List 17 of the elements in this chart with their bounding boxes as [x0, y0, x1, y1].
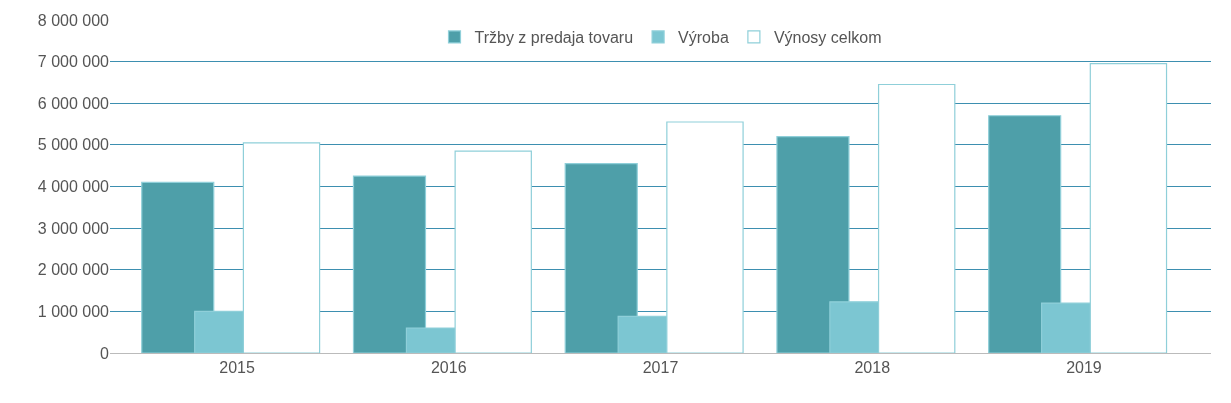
x-tick-label: 2017 — [642, 359, 679, 377]
y-tick-label: 0 — [100, 344, 110, 362]
y-tick-label: 2 000 000 — [37, 261, 110, 279]
y-tick-label: 4 000 000 — [37, 178, 110, 196]
x-tick-label: 2016 — [430, 359, 467, 377]
legend-label: Tržby z predaja tovaru — [474, 29, 634, 47]
y-tick-label: 5 000 000 — [37, 136, 110, 154]
y-tick-label: 7 000 000 — [37, 53, 110, 71]
x-tick-label: 2018 — [854, 359, 891, 377]
x-tick-label: 2015 — [219, 359, 255, 377]
y-tick-label: 8 000 000 — [37, 11, 110, 29]
y-tick-label: 3 000 000 — [37, 219, 110, 237]
legend-label: Výnosy celkom — [773, 29, 882, 47]
legend-label: Výroba — [678, 29, 729, 47]
y-tick-label: 6 000 000 — [37, 94, 110, 112]
y-tick-label: 1 000 000 — [37, 302, 110, 320]
x-tick-label: 2019 — [1066, 359, 1102, 377]
